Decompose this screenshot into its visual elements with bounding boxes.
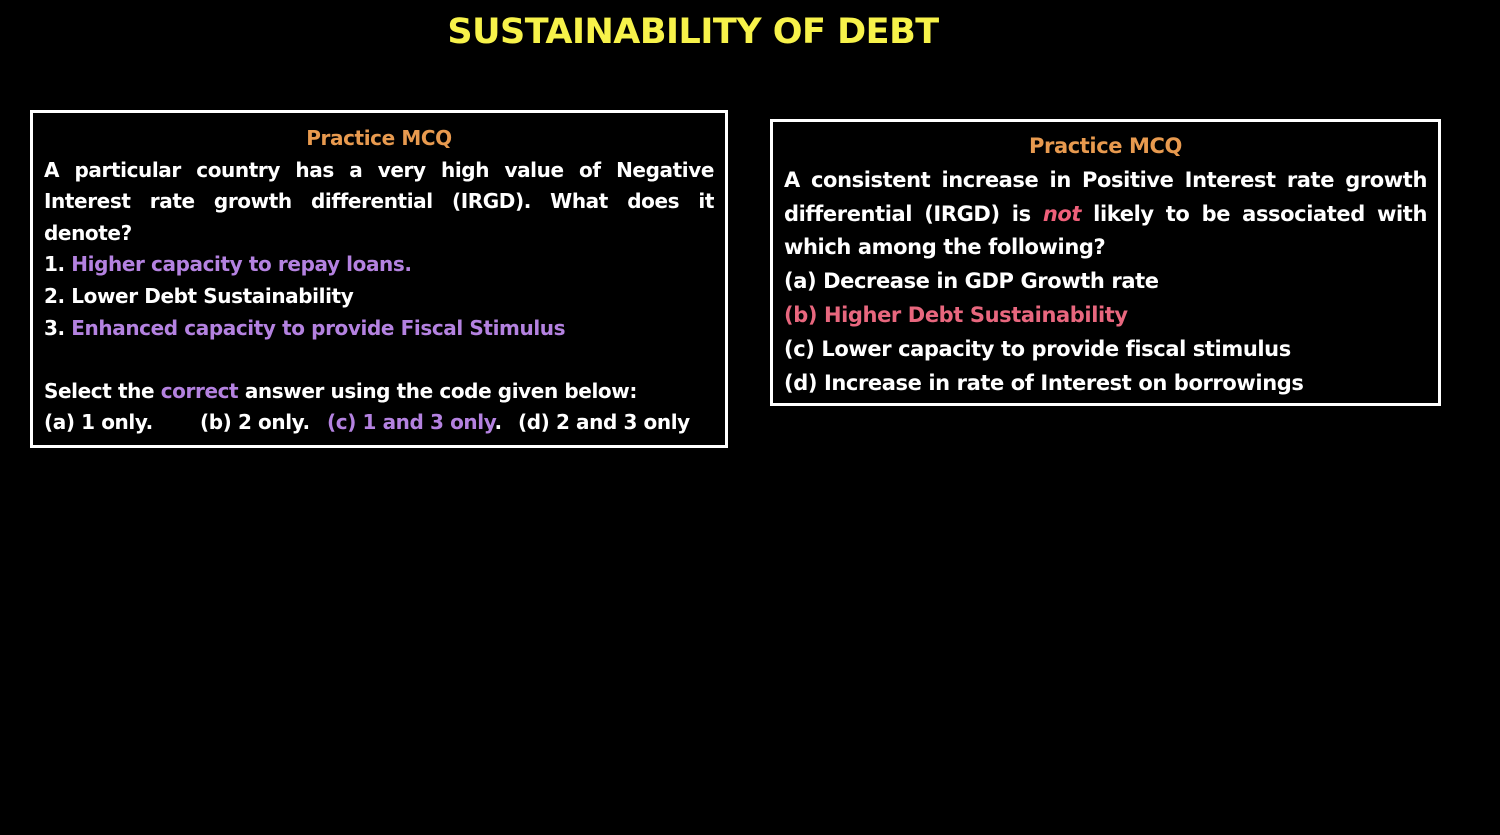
statement: 3. Enhanced capacity to provide Fiscal S… (44, 313, 714, 345)
statement-text: Higher capacity to repay loans. (71, 252, 412, 277)
question-text: likely to be associated with which among… (784, 201, 1427, 260)
instruction: Select the correct answer using the code… (44, 376, 714, 408)
card-heading: Practice MCQ (1029, 134, 1182, 158)
option-correct: (c) 1 and 3 only (327, 410, 495, 435)
statement-text: Enhanced capacity to provide Fiscal Stim… (71, 315, 566, 340)
statement: 1. Higher capacity to repay loans. (44, 249, 714, 281)
instruction-text: answer using the code given below: (244, 378, 638, 403)
mcq-card: Practice MCQ A particular country has a … (30, 110, 728, 448)
card-heading: Practice MCQ (306, 126, 452, 150)
options: (a) 1 only. (b) 2 only. (c) 1 and 3 only.(… (44, 407, 714, 439)
statement-text: Lower Debt Sustainability (71, 283, 354, 308)
question: A particular country has a very high val… (44, 157, 714, 245)
option: (a) 1 only. (44, 410, 153, 435)
option: (d) Increase in rate of Interest on borr… (784, 370, 1304, 395)
option: (d) 2 and 3 only (518, 410, 690, 435)
option-correct: (b) Higher Debt Sustainability (784, 302, 1128, 327)
statement: 2. Lower Debt Sustainability (44, 281, 714, 313)
question-text: A consistent increase in Positive Intere… (784, 167, 1427, 226)
option: (c) Lower capacity to provide fiscal sti… (784, 336, 1291, 361)
option: (b) 2 only. (200, 410, 310, 435)
mcq-card: Practice MCQ A consistent increase in Po… (770, 119, 1441, 406)
slide-title: SUSTAINABILITY OF DEBT (447, 12, 939, 52)
instruction-highlight: correct (160, 378, 239, 403)
question: A consistent increase in Positive Intere… (784, 164, 1427, 265)
option-suffix: . (494, 410, 503, 435)
statement-number: 3. (44, 315, 65, 340)
question-emphasis: not (1042, 201, 1082, 226)
instruction-text: Select the (44, 378, 155, 403)
statement-number: 2. (44, 283, 65, 308)
statement-number: 1. (44, 252, 65, 277)
option: (a) Decrease in GDP Growth rate (784, 269, 1159, 294)
option: (c) 1 and 3 only. (327, 407, 518, 439)
